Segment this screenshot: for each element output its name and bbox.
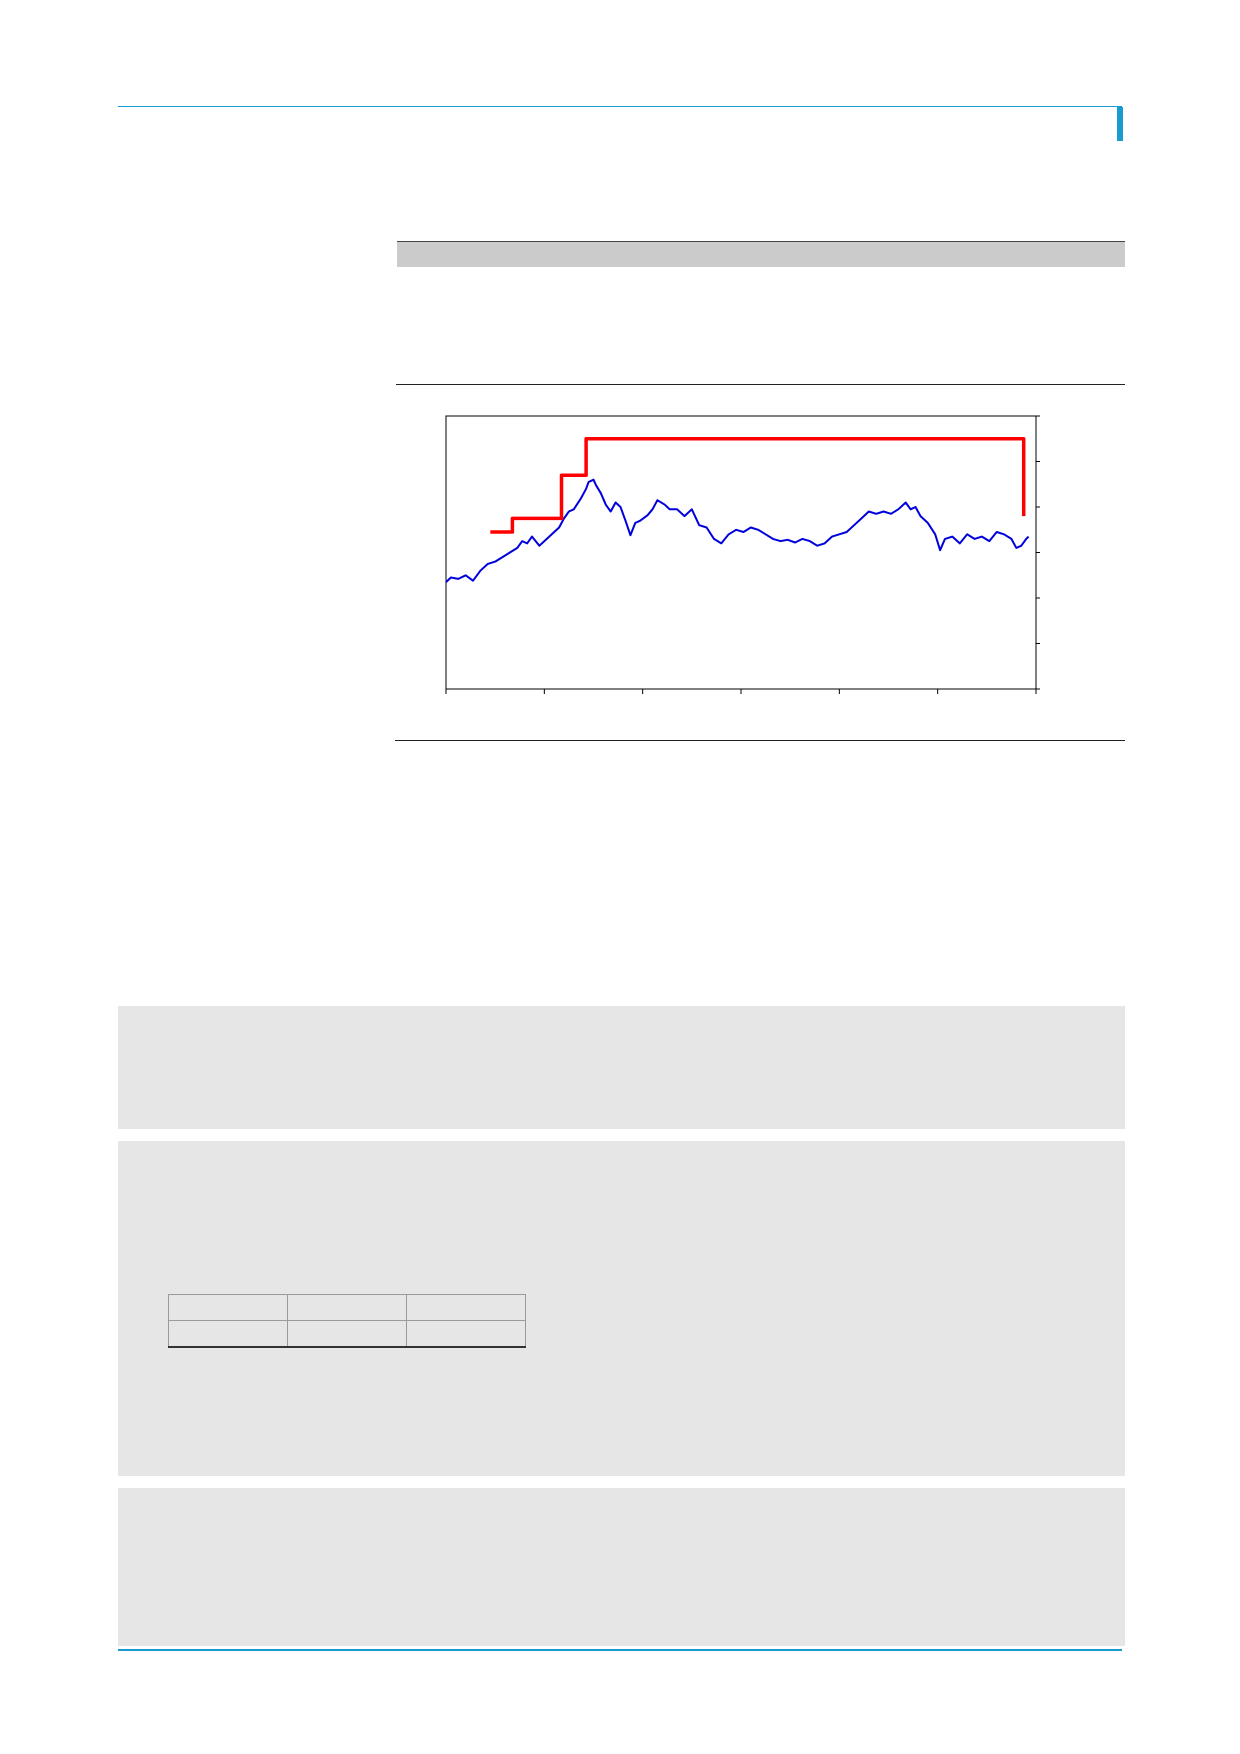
target-price-line (490, 437, 1026, 534)
table-row (168, 1320, 526, 1348)
table-cell (287, 1294, 407, 1321)
info-panel-1 (118, 1006, 1125, 1129)
share-price-line (445, 478, 1030, 583)
footer-accent-rule (118, 1649, 1122, 1651)
data-table (168, 1294, 526, 1348)
table-cell (287, 1320, 407, 1348)
table-row (168, 1294, 526, 1321)
table-cell (406, 1294, 526, 1321)
table-cell (168, 1320, 288, 1348)
chart-top-rule (396, 384, 1125, 385)
table-cell (406, 1320, 526, 1348)
header-accent-rule (118, 106, 1122, 107)
plot-frame (445, 415, 1037, 690)
table-cell (168, 1294, 288, 1321)
chart-bottom-rule (395, 740, 1125, 741)
share-price-chart (445, 415, 1040, 694)
chart-header-band (397, 241, 1125, 267)
info-panel-3 (118, 1488, 1125, 1646)
header-accent-marker (1117, 107, 1123, 141)
